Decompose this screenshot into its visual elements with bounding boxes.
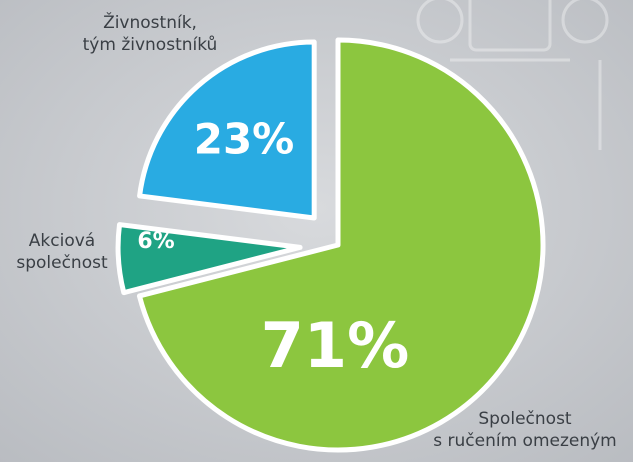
pie-slice xyxy=(115,222,303,296)
category-label-line: s ručením omezeným xyxy=(433,431,617,451)
value-label: 23% xyxy=(194,115,295,164)
value-label: 6% xyxy=(137,229,174,254)
value-label: 71% xyxy=(261,309,409,382)
category-label-line: Společnost xyxy=(478,409,572,429)
category-label-line: tým živnostníků xyxy=(83,35,218,55)
category-label: Společnost s ručením omezeným xyxy=(433,409,617,451)
pie-slice xyxy=(137,39,317,221)
category-label-line: Živnostník, xyxy=(103,11,197,33)
pie-slice xyxy=(136,37,546,453)
category-label: Živnostník, tým živnostníků xyxy=(83,11,218,55)
category-label-line: Akciová xyxy=(29,231,95,251)
category-label: Akciová společnost xyxy=(16,231,108,273)
category-label-line: společnost xyxy=(16,253,108,273)
